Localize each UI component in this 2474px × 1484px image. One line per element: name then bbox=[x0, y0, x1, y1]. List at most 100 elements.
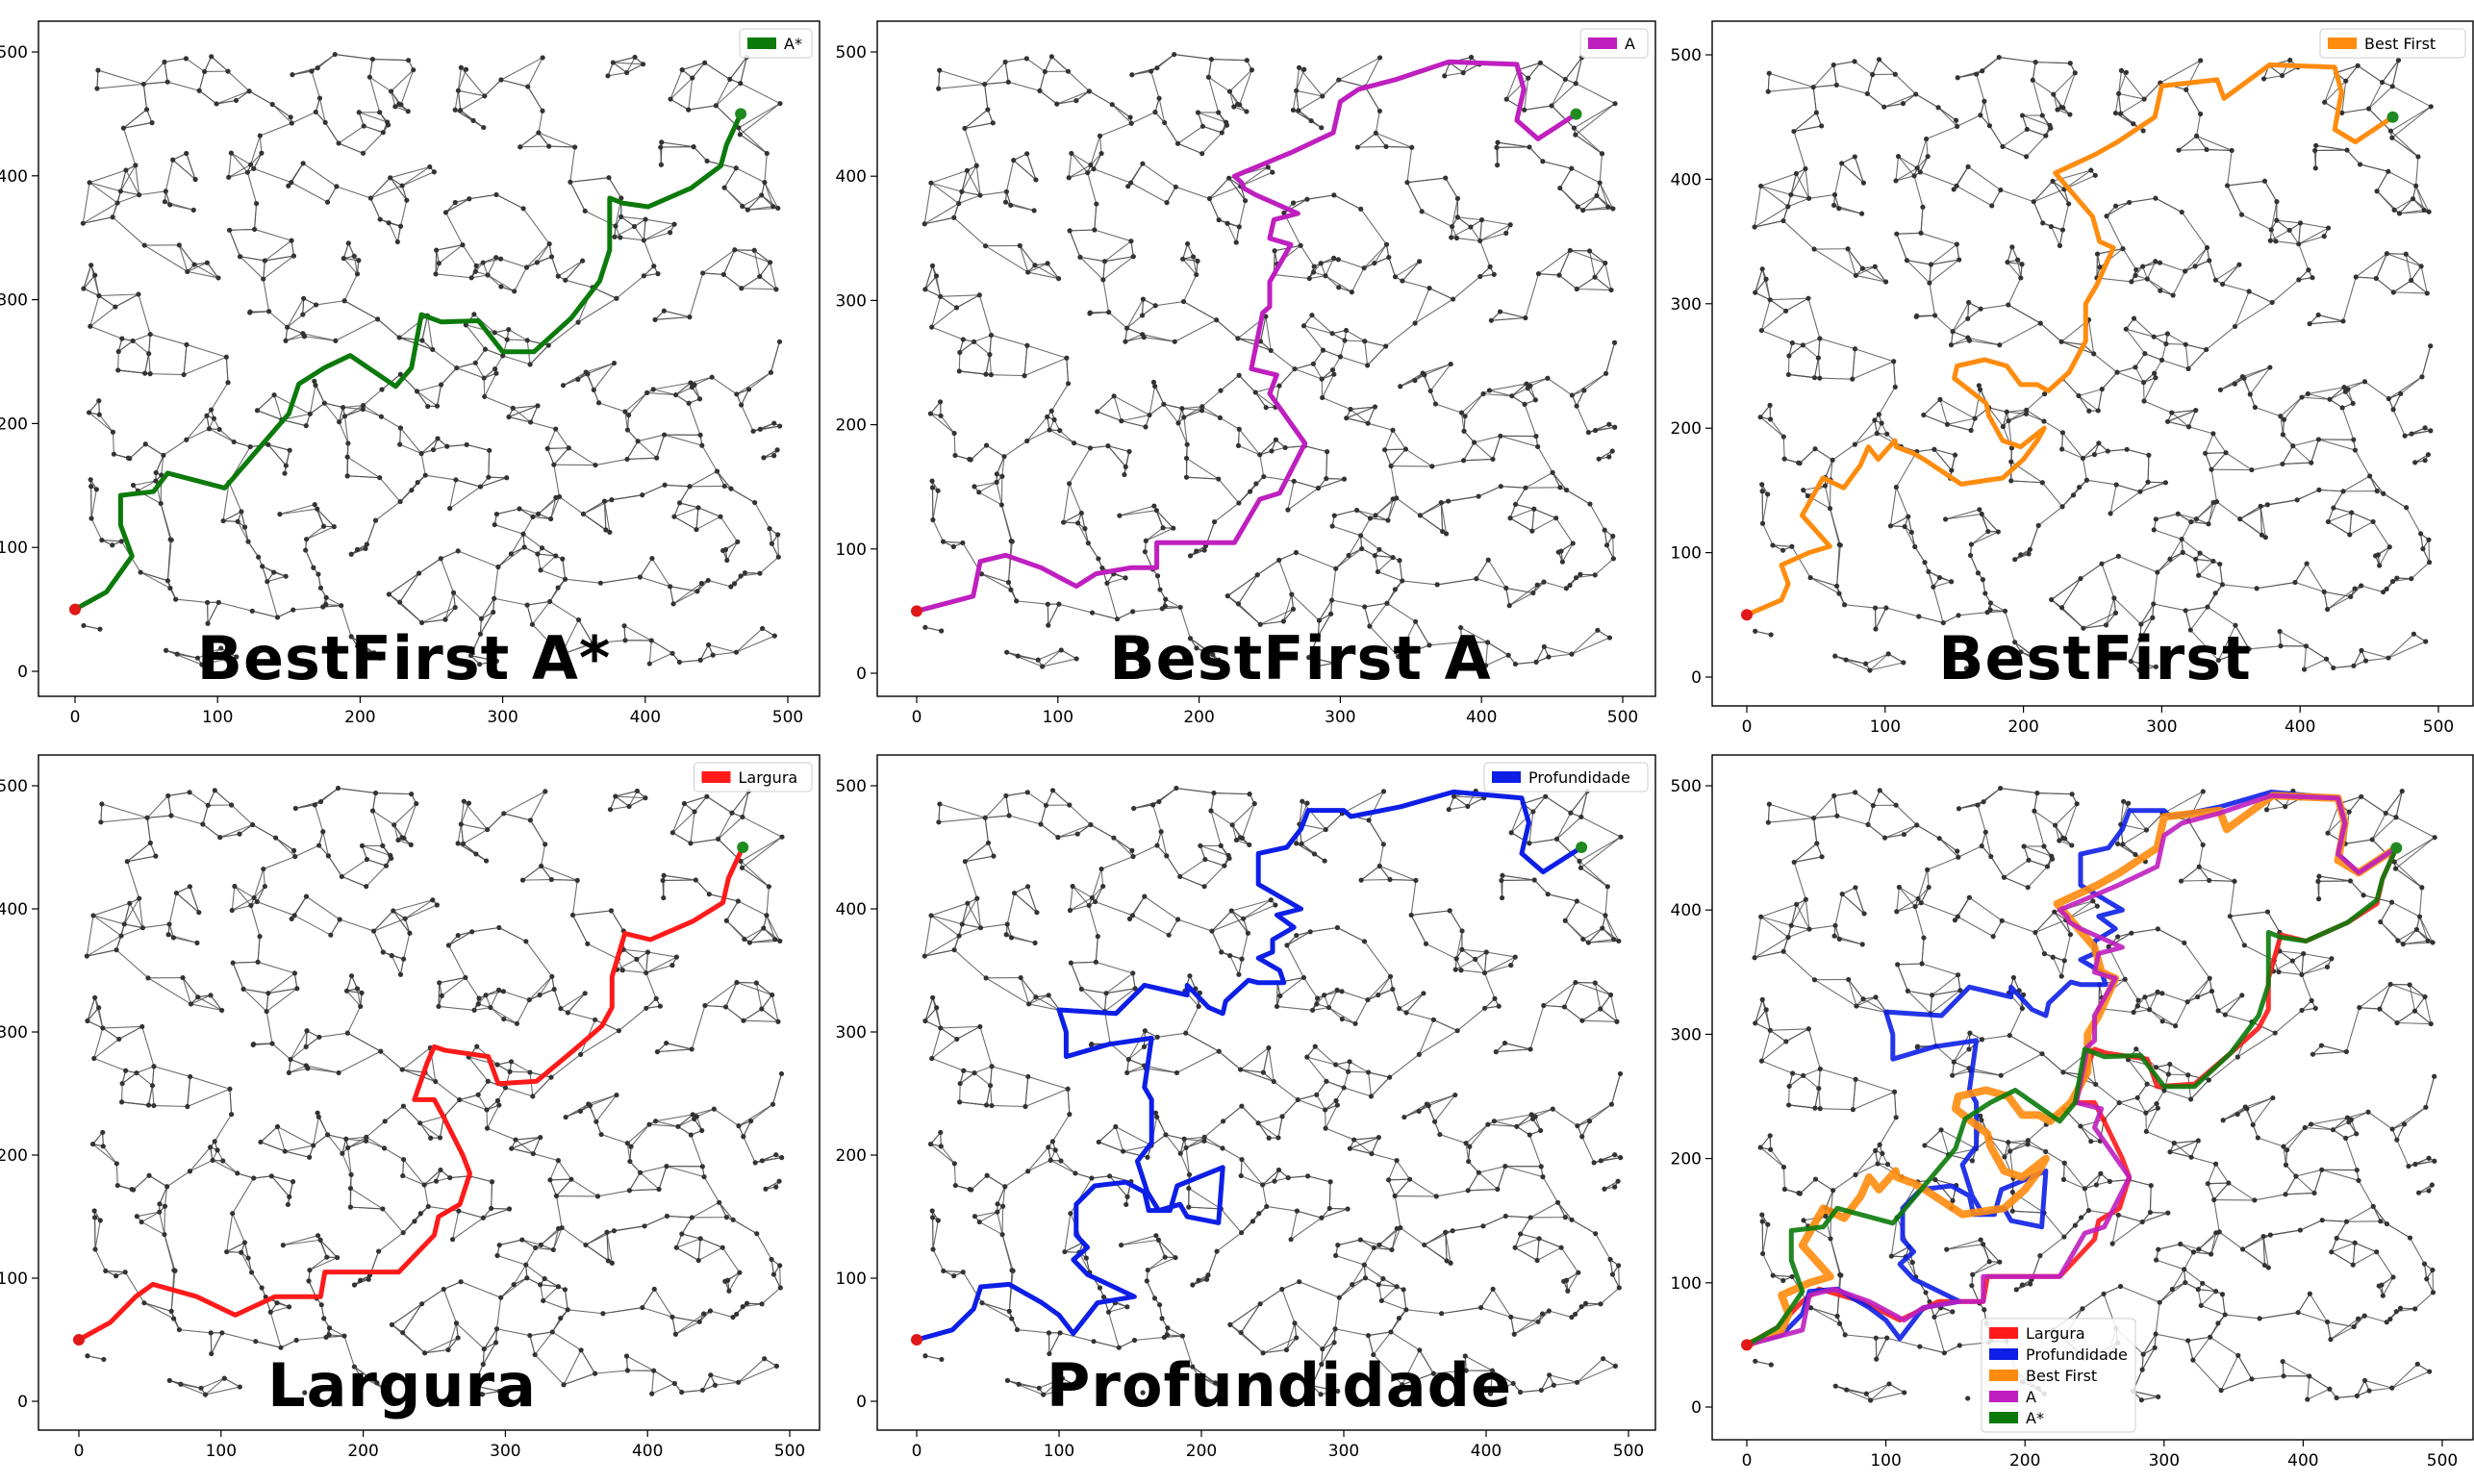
graph-node bbox=[315, 65, 320, 71]
graph-node bbox=[1606, 454, 1612, 460]
graph-edge bbox=[268, 311, 289, 328]
graph-node bbox=[761, 455, 767, 461]
graph-node bbox=[183, 56, 189, 62]
graph-edge bbox=[1612, 536, 1614, 559]
graph-edge bbox=[227, 70, 250, 92]
graph-node bbox=[453, 477, 459, 483]
graph-node bbox=[1610, 556, 1616, 562]
legend: A* bbox=[739, 28, 813, 59]
graph-node bbox=[1365, 420, 1371, 426]
graph-edge bbox=[569, 146, 576, 183]
graph-node bbox=[1249, 67, 1255, 73]
graph-node bbox=[185, 268, 190, 274]
graph-node bbox=[88, 477, 93, 483]
graph-node bbox=[988, 372, 994, 378]
graph-edge bbox=[553, 447, 569, 465]
graph-node bbox=[409, 488, 415, 493]
graph-node bbox=[580, 511, 587, 517]
graph-node bbox=[1537, 60, 1544, 65]
graph-node bbox=[929, 478, 935, 484]
graph-node bbox=[286, 183, 291, 189]
graph-edge bbox=[117, 340, 134, 352]
graph-node bbox=[404, 197, 410, 203]
graph-edge bbox=[291, 70, 313, 76]
graph-node bbox=[1569, 651, 1575, 657]
graph-edge bbox=[133, 480, 157, 487]
graph-edge bbox=[83, 624, 101, 630]
graph-node bbox=[757, 426, 763, 432]
graph-edge bbox=[642, 484, 666, 496]
graph-node bbox=[1335, 257, 1342, 263]
graph-node bbox=[1126, 448, 1132, 455]
graph-node bbox=[470, 117, 476, 123]
graph-node bbox=[1001, 454, 1007, 460]
graph-node bbox=[1143, 538, 1149, 543]
graph-node bbox=[396, 335, 402, 340]
graph-node bbox=[1341, 476, 1348, 482]
graph-node bbox=[438, 556, 443, 562]
graph-node bbox=[1156, 95, 1162, 101]
graph-edge bbox=[311, 70, 320, 99]
graph-node bbox=[738, 573, 744, 579]
graph-node bbox=[361, 403, 366, 409]
graph-node bbox=[705, 577, 711, 584]
graph-edge bbox=[454, 90, 459, 111]
graph-edge bbox=[343, 273, 359, 302]
graph-edge bbox=[253, 167, 291, 184]
graph-edge bbox=[291, 111, 316, 124]
graph-node bbox=[1045, 261, 1050, 266]
path-a- bbox=[72, 111, 744, 613]
graph-edge bbox=[89, 295, 100, 327]
graph-node bbox=[1358, 533, 1364, 539]
graph-node bbox=[1174, 140, 1181, 146]
graph-edge bbox=[598, 402, 626, 413]
graph-node bbox=[950, 543, 956, 549]
graph-node bbox=[422, 472, 428, 478]
graph-edge bbox=[526, 604, 533, 625]
graph-node bbox=[622, 638, 628, 643]
x-tick-label: 100 bbox=[202, 708, 233, 727]
graph-node bbox=[1054, 101, 1060, 107]
graph-node bbox=[710, 652, 716, 658]
graph-node bbox=[1442, 73, 1448, 79]
y-tick-label: 400 bbox=[0, 167, 28, 187]
graph-node bbox=[274, 615, 281, 620]
graph-node bbox=[1581, 388, 1587, 393]
graph-node bbox=[1149, 68, 1154, 74]
graph-node bbox=[316, 95, 323, 101]
graph-edge bbox=[287, 298, 305, 328]
graph-node bbox=[695, 505, 701, 511]
graph-node bbox=[1533, 433, 1539, 440]
graph-node bbox=[1553, 516, 1559, 521]
graph-node bbox=[1276, 557, 1282, 563]
graph-edge bbox=[338, 142, 364, 154]
graph-node bbox=[1344, 415, 1350, 421]
graph-edge bbox=[335, 54, 373, 61]
graph-node bbox=[618, 235, 623, 240]
graph-node bbox=[648, 638, 654, 643]
graph-edge bbox=[287, 326, 304, 335]
graph-edge bbox=[474, 348, 486, 364]
graph-edge bbox=[435, 273, 472, 279]
graph-node bbox=[364, 541, 369, 547]
graph-node bbox=[745, 387, 752, 392]
graph-node bbox=[1342, 338, 1348, 343]
graph-node bbox=[1367, 516, 1374, 521]
graph-node bbox=[1336, 285, 1342, 290]
graph-node bbox=[434, 247, 440, 253]
graph-edge bbox=[593, 363, 615, 390]
graph-edge bbox=[401, 185, 408, 201]
graph-edge bbox=[457, 67, 462, 91]
graph-node bbox=[233, 97, 240, 104]
graph-node bbox=[452, 604, 458, 611]
graph-node bbox=[609, 497, 615, 503]
graph-node bbox=[1147, 412, 1152, 418]
graph-node bbox=[962, 125, 968, 132]
graph-node bbox=[164, 79, 170, 85]
graph-node bbox=[265, 441, 271, 447]
graph-edge bbox=[502, 355, 531, 365]
graph-edge bbox=[484, 372, 497, 397]
graph-node bbox=[649, 556, 655, 562]
graph-node bbox=[313, 109, 318, 115]
graph-node bbox=[518, 144, 523, 150]
